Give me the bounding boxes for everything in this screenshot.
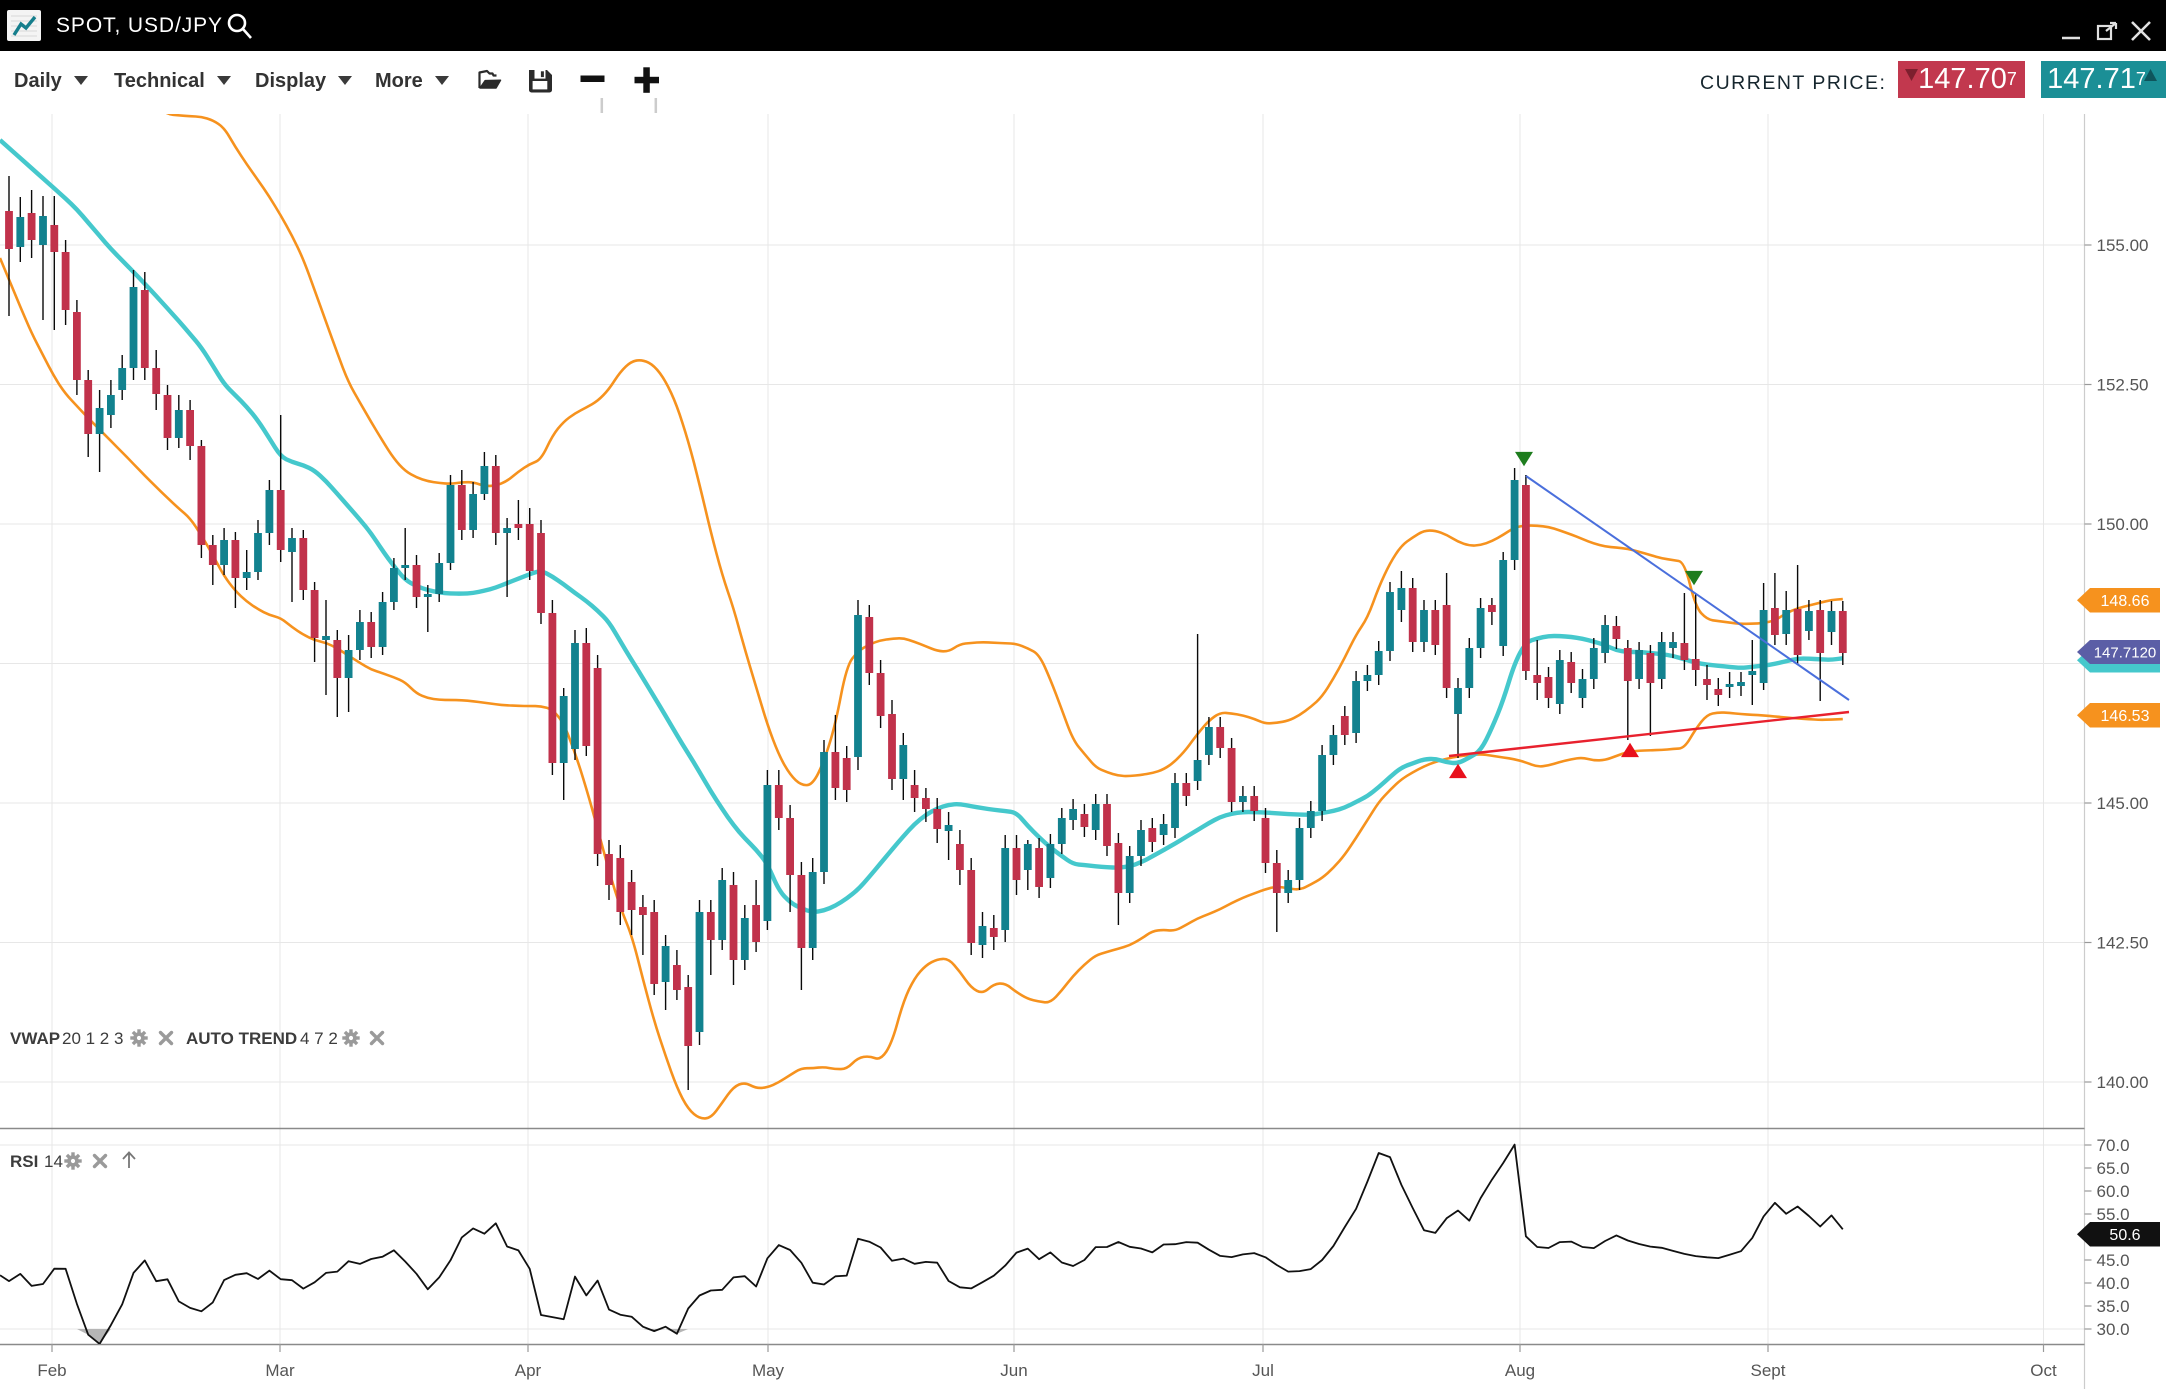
svg-text:RSI: RSI — [10, 1152, 38, 1171]
svg-text:VWAP: VWAP — [10, 1029, 60, 1048]
svg-text:Sept: Sept — [1751, 1361, 1786, 1380]
svg-text:45.0: 45.0 — [2097, 1251, 2130, 1270]
svg-text:30.0: 30.0 — [2097, 1320, 2130, 1339]
svg-text:Oct: Oct — [2030, 1361, 2057, 1380]
svg-text:147.7120: 147.7120 — [2094, 645, 2157, 662]
svg-text:Apr: Apr — [515, 1361, 542, 1380]
svg-text:Jul: Jul — [1252, 1361, 1274, 1380]
svg-text:20 1 2 3: 20 1 2 3 — [62, 1029, 123, 1048]
svg-text:145.00: 145.00 — [2097, 794, 2149, 813]
svg-text:35.0: 35.0 — [2097, 1297, 2130, 1316]
svg-text:40.0: 40.0 — [2097, 1274, 2130, 1293]
svg-text:14: 14 — [44, 1152, 63, 1171]
svg-text:152.50: 152.50 — [2097, 376, 2149, 395]
svg-text:60.0: 60.0 — [2097, 1182, 2130, 1201]
svg-text:65.0: 65.0 — [2097, 1159, 2130, 1178]
svg-text:50.6: 50.6 — [2109, 1227, 2140, 1244]
svg-text:150.00: 150.00 — [2097, 515, 2149, 534]
svg-text:Mar: Mar — [265, 1361, 295, 1380]
svg-text:AUTO TREND: AUTO TREND — [186, 1029, 297, 1048]
svg-text:Jun: Jun — [1000, 1361, 1027, 1380]
svg-text:Feb: Feb — [37, 1361, 66, 1380]
svg-text:140.00: 140.00 — [2097, 1073, 2149, 1092]
svg-text:146.53: 146.53 — [2101, 708, 2150, 725]
svg-text:4 7 2: 4 7 2 — [300, 1029, 338, 1048]
svg-text:May: May — [752, 1361, 785, 1380]
svg-text:148.66: 148.66 — [2101, 593, 2150, 610]
svg-text:70.0: 70.0 — [2097, 1136, 2130, 1155]
svg-text:Aug: Aug — [1505, 1361, 1535, 1380]
svg-text:155.00: 155.00 — [2097, 236, 2149, 255]
svg-text:55.0: 55.0 — [2097, 1205, 2130, 1224]
svg-text:142.50: 142.50 — [2097, 934, 2149, 953]
